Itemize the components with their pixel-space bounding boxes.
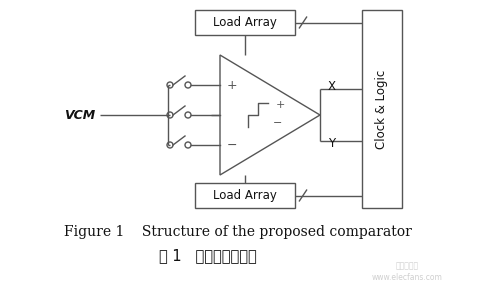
Text: 电子发烧友
www.elecfans.com: 电子发烧友 www.elecfans.com (372, 261, 442, 282)
Text: Clock & Logic: Clock & Logic (375, 69, 388, 149)
Text: Y: Y (328, 137, 335, 150)
Text: +: + (227, 79, 237, 91)
Text: Load Array: Load Array (213, 189, 277, 202)
Text: −: − (227, 139, 237, 152)
Text: Load Array: Load Array (213, 16, 277, 29)
Text: X: X (328, 80, 336, 93)
Text: +: + (275, 100, 285, 110)
Text: −: − (273, 118, 283, 128)
Polygon shape (220, 55, 320, 175)
Text: Figure 1    Structure of the proposed comparator: Figure 1 Structure of the proposed compa… (64, 225, 412, 239)
Bar (195, 10, 295, 35)
Bar (362, 10, 402, 208)
Bar (195, 183, 295, 208)
Text: VCM: VCM (64, 108, 96, 121)
Text: 图 1   比较器总体结构: 图 1 比较器总体结构 (159, 249, 257, 264)
